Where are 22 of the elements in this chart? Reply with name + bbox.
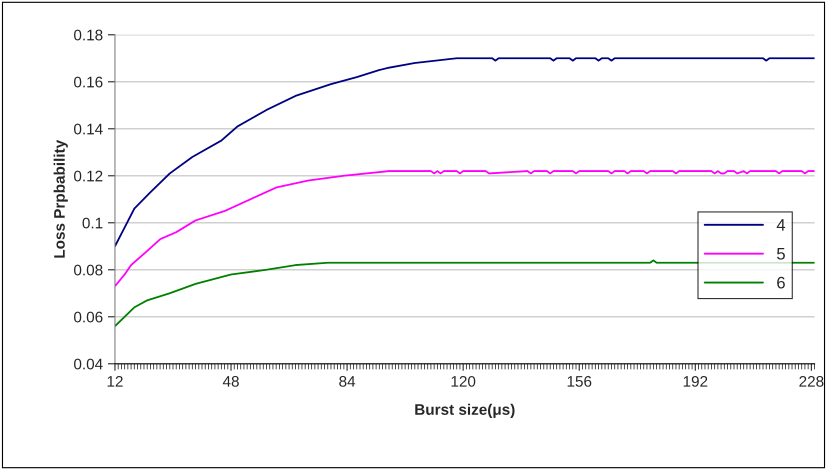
x-tick-label: 48 [222, 376, 239, 387]
line-series [114, 57, 815, 248]
x-axis-title: Burst size(μs) [415, 404, 515, 418]
y-tick-label: 0.14 [74, 124, 103, 134]
y-axis-title: Loss Prpbability [54, 140, 68, 258]
y-tick-label: 0.12 [74, 170, 102, 182]
y-tick-label: 0.16 [74, 76, 102, 88]
y-tick-label: 0.18 [74, 30, 102, 40]
y-tick-label: 0.08 [74, 264, 102, 276]
legend-label: 6 [777, 276, 785, 289]
x-tick-label: 192 [684, 376, 708, 387]
y-tick-label: 0.04 [74, 358, 103, 370]
x-tick-label: 84 [339, 376, 356, 387]
x-tick-label: 228 [799, 376, 824, 387]
x-tick-label: 120 [452, 376, 476, 387]
y-tick-label: 0.1 [82, 218, 102, 228]
legend-label: 5 [777, 248, 785, 260]
y-tick-label: 0.06 [74, 312, 102, 322]
x-tick-label: 12 [108, 376, 123, 387]
line-series [114, 170, 815, 288]
legend-label: 4 [776, 219, 786, 231]
x-tick-label: 156 [568, 376, 592, 387]
